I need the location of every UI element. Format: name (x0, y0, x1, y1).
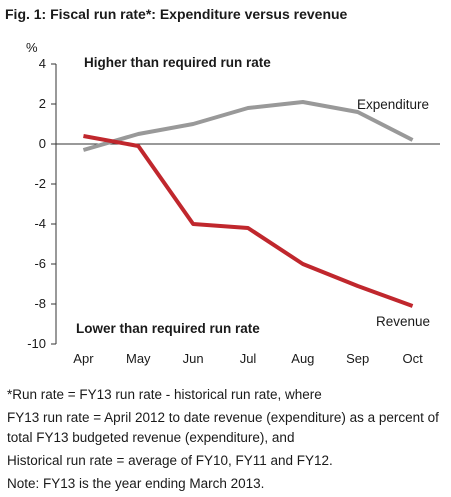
series-label-expenditure: Expenditure (357, 97, 429, 112)
x-tick-label: May (126, 351, 151, 366)
footnote-fy13-definition: Note: FY13 is the year ending March 2013… (7, 476, 265, 491)
y-tick-label: -4 (34, 216, 46, 231)
footnotes: *Run rate = FY13 run rate - historical r… (7, 385, 447, 497)
x-tick-label: Sep (346, 351, 369, 366)
footnote-historical-run-rate: Historical run rate = average of FY10, F… (7, 453, 333, 468)
x-tick-label: Apr (73, 351, 94, 366)
series-line-expenditure (82, 100, 414, 152)
y-axis-unit-label: % (26, 40, 38, 55)
x-tick-label: Jul (240, 351, 257, 366)
x-axis: Apr May Jun Jul Aug Sep Oct (73, 351, 423, 366)
footnote-fy13-run-rate: FY13 run rate = April 2012 to date reven… (7, 410, 439, 445)
x-tick-label: Jun (183, 351, 204, 366)
y-axis: 4 2 0 -2 -4 -6 -8 -10 (27, 56, 56, 351)
line-chart: % 4 2 0 -2 -4 -6 -8 -10 Apr May Jun Jul Aug Sep Oct H… (26, 40, 440, 366)
annotation-higher: Higher than required run rate (84, 55, 271, 70)
y-tick-label: -8 (34, 296, 46, 311)
x-tick-label: Aug (291, 351, 314, 366)
annotation-lower: Lower than required run rate (76, 321, 260, 336)
y-tick-label: -10 (27, 336, 46, 351)
chart-title: Fig. 1: Fiscal run rate*: Expenditure ve… (5, 6, 348, 22)
y-tick-label: 0 (39, 136, 46, 151)
y-tick-label: -2 (34, 176, 46, 191)
footnote-run-rate: *Run rate = FY13 run rate - historical r… (7, 387, 322, 402)
series-label-revenue: Revenue (376, 314, 430, 329)
y-tick-label: 4 (39, 56, 46, 71)
y-tick-label: 2 (39, 96, 46, 111)
series-line-revenue (83, 134, 414, 308)
x-tick-label: Oct (402, 351, 423, 366)
y-tick-label: -6 (34, 256, 46, 271)
